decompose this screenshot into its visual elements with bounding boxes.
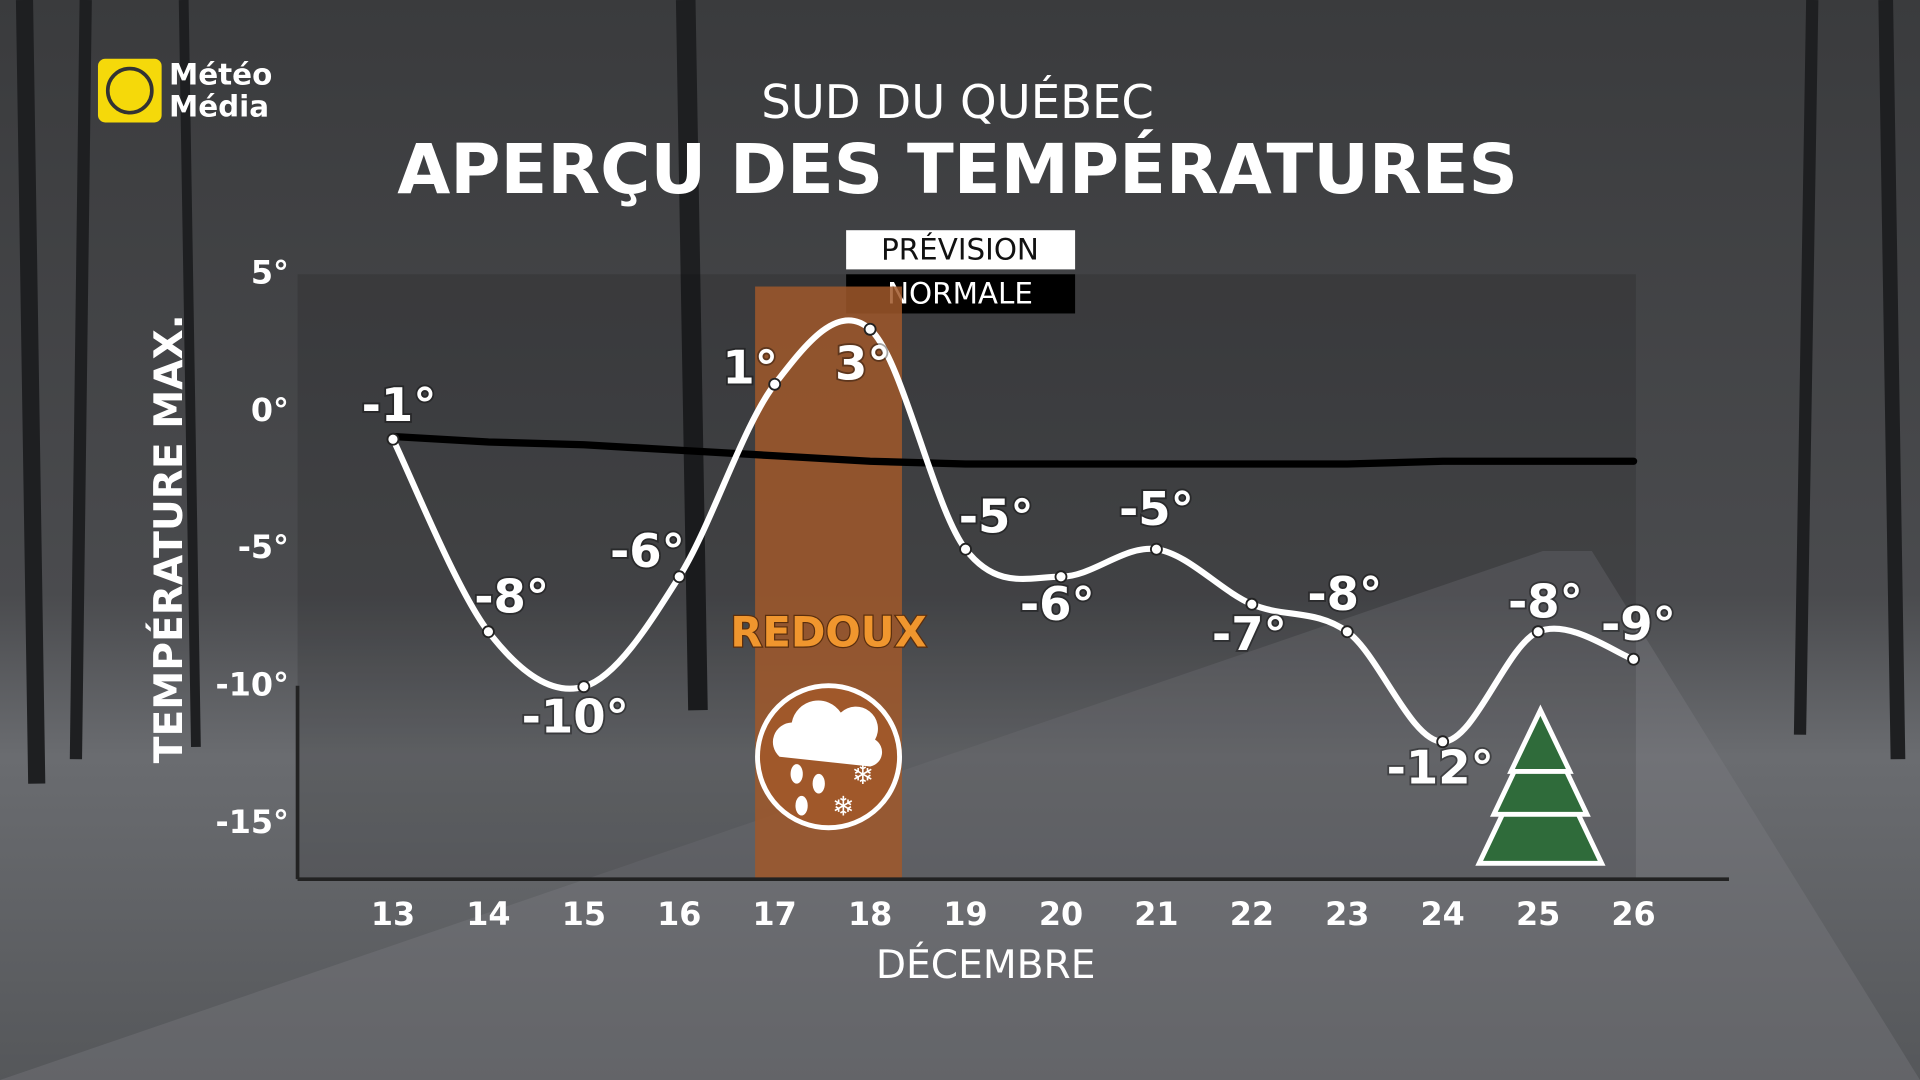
christmas-tree: [1475, 704, 1606, 866]
y-tick-label: 0°: [251, 391, 289, 429]
data-point: [863, 322, 877, 336]
x-tick-label: 25: [1516, 895, 1560, 933]
data-point: [577, 680, 591, 694]
data-point: [672, 570, 686, 584]
normal-line: [389, 432, 1638, 468]
data-point: [1245, 597, 1259, 611]
annotation: REDOUX: [730, 608, 926, 657]
data-label: 1°: [722, 340, 778, 394]
icon-flake: ❄: [832, 792, 855, 823]
supertitle: SUD DU QUÉBEC: [761, 75, 1154, 129]
data-label: 3°: [835, 337, 891, 391]
data-label: -5°: [959, 489, 1034, 543]
data-point: [768, 377, 782, 391]
data-label: -5°: [1119, 482, 1194, 536]
logo-globe: [105, 66, 154, 115]
x-tick-label: 16: [657, 895, 701, 933]
icon-cloud: [772, 700, 883, 767]
road: [0, 551, 1920, 1080]
x-tick-label: 19: [943, 895, 987, 933]
plot: REDOUX ❄❄ 5° 0° -5° -10° -15° 13 14 15 16 17 18 19 20 2…: [216, 253, 1729, 933]
weather-icon: ❄❄: [755, 683, 903, 831]
data-label: -6°: [1020, 577, 1095, 631]
x-tick-label: 21: [1134, 895, 1178, 933]
y-tick-label: -5°: [238, 528, 289, 566]
x-tick-label: 26: [1611, 895, 1655, 933]
data-point: [386, 432, 400, 446]
data-label: -8°: [1307, 567, 1382, 621]
data-point: [1531, 625, 1545, 639]
data-label: -8°: [474, 569, 549, 623]
logo-text: Météo: [169, 57, 272, 91]
x-tick-label: 17: [753, 895, 797, 933]
x-tick-label: 20: [1039, 895, 1083, 933]
x-tick-label: 15: [562, 895, 606, 933]
y-axis-label: TEMPÉRATURE MAX.: [145, 314, 192, 763]
data-label: -7°: [1212, 607, 1287, 661]
y-tick-label: -15°: [216, 803, 289, 841]
data-point: [1149, 542, 1163, 556]
y-tick-label: 5°: [251, 253, 289, 291]
x-tick-label: 23: [1325, 895, 1369, 933]
plot-area: [297, 274, 1636, 880]
forest: [15, 0, 1906, 784]
logo-text: Média: [169, 89, 269, 123]
icon-drop: [790, 764, 803, 784]
y-tick-label: -10°: [216, 666, 289, 704]
legend-label: PRÉVISION: [881, 232, 1039, 267]
icon-drop: [795, 795, 808, 816]
data-label: -6°: [610, 524, 685, 578]
data-label: -12°: [1387, 741, 1494, 795]
data-label: -9°: [1601, 597, 1676, 651]
data-point: [1340, 625, 1354, 639]
legend-label: NORMALE: [887, 277, 1033, 311]
x-tick-label: 18: [848, 895, 892, 933]
x-tick-label: 22: [1230, 895, 1274, 933]
icon-flake: ❄: [852, 760, 875, 791]
data-point: [1054, 570, 1068, 584]
chart-title: APERÇU DES TEMPÉRATURES: [397, 128, 1518, 210]
tree-layer: [1507, 704, 1574, 774]
x-tick-label: 24: [1421, 895, 1465, 933]
x-axis-label: DÉCEMBRE: [876, 941, 1096, 988]
icon-drop: [812, 773, 825, 794]
data-label: -10°: [522, 689, 629, 743]
data-point: [1436, 735, 1450, 749]
data-point: [959, 542, 972, 556]
x-tick-label: 14: [466, 895, 510, 933]
data-point: [1627, 652, 1640, 666]
data-point: [481, 625, 495, 639]
data-label: -1°: [362, 378, 437, 432]
legend-swatch: [846, 230, 1076, 270]
data-label: -8°: [1508, 574, 1583, 628]
x-tick-label: 13: [371, 895, 415, 933]
